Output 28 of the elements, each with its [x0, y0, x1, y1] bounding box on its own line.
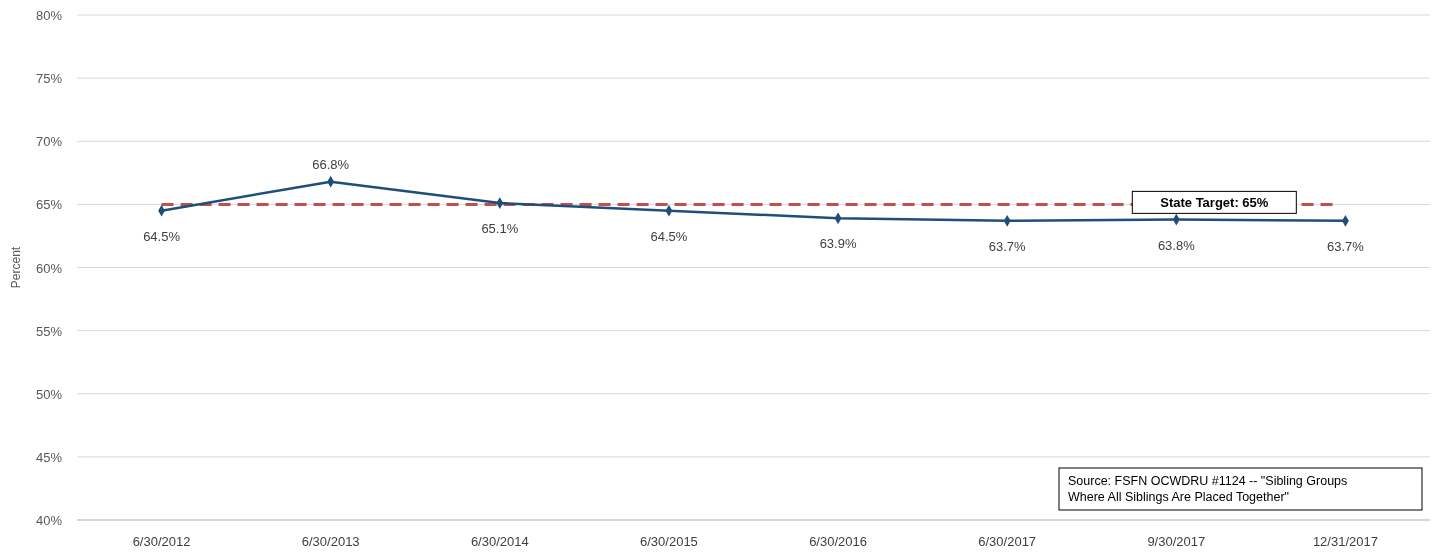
- x-tick-label: 6/30/2014: [470, 534, 529, 549]
- data-label: 63.9%: [819, 236, 857, 252]
- data-label: 63.7%: [988, 238, 1027, 254]
- data-label: 65.1%: [481, 221, 519, 237]
- y-axis-title: Percent: [9, 246, 23, 289]
- y-tick-label: 45%: [35, 449, 63, 465]
- data-label: 64.5%: [650, 228, 688, 244]
- y-tick-label: 65%: [35, 197, 63, 213]
- y-tick-label: 75%: [35, 71, 63, 87]
- y-tick-label: 60%: [35, 260, 63, 276]
- y-tick-label: 55%: [35, 323, 63, 339]
- data-label: 63.7%: [1327, 238, 1365, 254]
- y-tick-label: 80%: [35, 8, 63, 23]
- x-tick-label: 6/30/2013: [301, 534, 360, 549]
- annotation: Source: FSFN OCWDRU #1124 -- "Sibling Groups Where All Siblings Are Placed Together": [1068, 474, 1348, 504]
- x-tick-label: 6/30/2015: [640, 534, 698, 549]
- data-label: 66.8%: [312, 156, 350, 172]
- y-tick-label: 40%: [35, 513, 63, 528]
- x-tick-label: 9/30/2017: [1147, 534, 1206, 549]
- ref-line-label: State Target: 65%: [1160, 195, 1269, 211]
- x-tick-label: 6/30/2016: [809, 534, 867, 549]
- data-label: 63.8%: [1157, 237, 1196, 253]
- data-label: 64.5%: [143, 228, 181, 244]
- y-tick-label: 70%: [35, 134, 63, 150]
- x-tick-label: 6/30/2012: [132, 534, 191, 549]
- y-tick-label: 50%: [35, 386, 63, 402]
- x-tick-label: 12/31/2017: [1312, 534, 1378, 549]
- x-tick-label: 6/30/2017: [978, 534, 1037, 549]
